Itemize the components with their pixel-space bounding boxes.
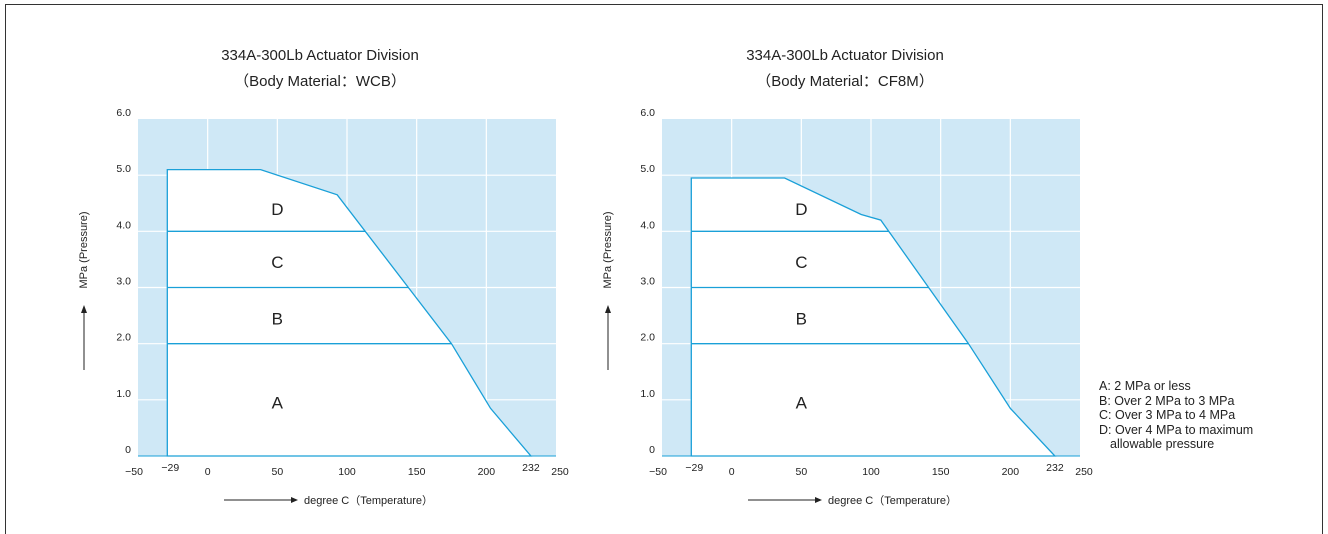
allowable-pressure-envelope xyxy=(166,168,533,457)
y-tick-label: 2.0 xyxy=(116,332,131,344)
x-axis-label: degree C（Temperature） xyxy=(304,494,433,507)
y-tick-label: 4.0 xyxy=(640,219,655,231)
zone-label-c: C xyxy=(795,253,807,272)
y-axis-label: MPa (Pressure) xyxy=(602,211,614,288)
x-tick-label: 250 xyxy=(1075,466,1093,478)
x-tick-label: 200 xyxy=(1002,466,1020,478)
x-tick-label: 200 xyxy=(478,466,496,478)
y-tick-label: 1.0 xyxy=(116,388,131,400)
y-axis-label: MPa (Pressure) xyxy=(78,211,90,288)
x-axis-arrow-head xyxy=(291,497,298,503)
x-tick-label: −29 xyxy=(685,462,703,474)
y-tick-label: 1.0 xyxy=(640,388,655,400)
x-tick-label: 50 xyxy=(795,466,807,478)
y-tick-label: 2.0 xyxy=(640,332,655,344)
zone-legend: A: 2 MPa or less B: Over 2 MPa to 3 MPa … xyxy=(1099,379,1253,452)
y-tick-label: 0 xyxy=(125,444,131,456)
y-tick-label: 5.0 xyxy=(116,163,131,175)
x-axis-label: degree C（Temperature） xyxy=(828,494,957,507)
x-tick-label: 150 xyxy=(408,466,426,478)
chart-1: A B C D −50 −29 0 50 100 150 200 232 250 0 1.0 2.0 3.0 4.… xyxy=(78,47,569,507)
x-tick-label: 100 xyxy=(862,466,880,478)
zone-label-d: D xyxy=(795,200,807,219)
x-tick-label: −50 xyxy=(649,466,667,478)
y-tick-label: 6.0 xyxy=(116,107,131,119)
y-tick-label: 5.0 xyxy=(640,163,655,175)
x-tick-label: 50 xyxy=(271,466,283,478)
chart-title: 334A-300Lb Actuator Division xyxy=(221,47,419,64)
x-tick-label: −29 xyxy=(161,462,179,474)
zone-label-c: C xyxy=(271,253,283,272)
legend-item-b: B: Over 2 MPa to 3 MPa xyxy=(1099,393,1235,408)
chart-title: 334A-300Lb Actuator Division xyxy=(746,47,944,64)
y-tick-label: 4.0 xyxy=(116,219,131,231)
chart-subtitle: （Body Material：CF8M） xyxy=(756,73,934,90)
x-tick-label: 150 xyxy=(932,466,950,478)
y-tick-label: 0 xyxy=(649,444,655,456)
x-tick-label: 100 xyxy=(338,466,356,478)
y-tick-label: 3.0 xyxy=(116,276,131,288)
y-axis-arrow-head xyxy=(605,305,611,313)
legend-item-c: C: Over 3 MPa to 4 MPa xyxy=(1099,408,1236,422)
zone-label-b: B xyxy=(272,309,283,328)
zone-label-a: A xyxy=(796,394,808,413)
y-tick-label: 3.0 xyxy=(640,276,655,288)
legend-item-a: A: 2 MPa or less xyxy=(1099,379,1191,393)
zone-label-a: A xyxy=(272,394,284,413)
legend-item-d: D: Over 4 MPa to maximum xyxy=(1099,422,1254,437)
chart-subtitle: （Body Material：WCB） xyxy=(234,73,406,90)
x-tick-label: 250 xyxy=(551,466,569,478)
zone-label-d: D xyxy=(271,200,283,219)
x-tick-label: 0 xyxy=(729,466,735,478)
x-tick-label: 232 xyxy=(522,462,540,474)
x-tick-label: 232 xyxy=(1046,462,1064,474)
x-tick-label: 0 xyxy=(205,466,211,478)
y-tick-label: 6.0 xyxy=(640,107,655,119)
y-axis-arrow-head xyxy=(81,305,87,313)
x-tick-label: −50 xyxy=(125,466,143,478)
x-axis-arrow-head xyxy=(815,497,822,503)
allowable-pressure-envelope xyxy=(690,177,1057,457)
zone-label-b: B xyxy=(796,309,807,328)
chart-2: A B C D −50 −29 0 50 100 150 200 232 250 0 1.0 2.0 3.0 4.… xyxy=(602,47,1093,507)
legend-item-d-continued: allowable pressure xyxy=(1110,437,1215,451)
figure-frame xyxy=(5,4,1323,534)
